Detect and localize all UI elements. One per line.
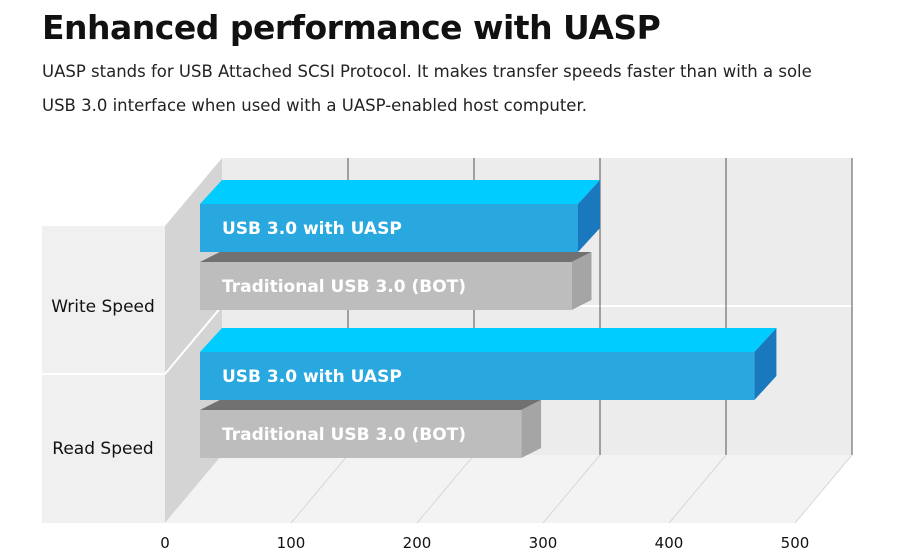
- x-tick-label: 100: [277, 534, 306, 552]
- gridline-floor: [290, 454, 349, 524]
- bar-label: USB 3.0 with UASP: [222, 219, 402, 239]
- x-tick-label: 500: [781, 534, 810, 552]
- x-tick-label: 400: [655, 534, 684, 552]
- bar-top: [200, 328, 777, 352]
- category-panel-read: [42, 374, 165, 523]
- x-tick-label: 300: [529, 534, 558, 552]
- subtitle-line-2: USB 3.0 interface when used with a UASP-…: [42, 96, 587, 115]
- bar-side: [571, 252, 592, 310]
- category-label: Write Speed: [51, 297, 155, 317]
- floor: [165, 455, 852, 523]
- bar-label: USB 3.0 with UASP: [222, 367, 402, 387]
- bar-top: [200, 180, 600, 204]
- chart-bars: Traditional USB 3.0 (BOT) USB 3.0 with UA…: [200, 180, 777, 458]
- x-axis-ticks: 0 100 200 300 400 500: [160, 534, 809, 552]
- subtitle-line-1: UASP stands for USB Attached SCSI Protoc…: [42, 62, 812, 81]
- x-tick-label: 0: [160, 534, 170, 552]
- bar-uasp: [200, 204, 578, 252]
- gridline-floor: [668, 454, 727, 524]
- bar-label: Traditional USB 3.0 (BOT): [222, 425, 466, 445]
- x-tick-label: 200: [403, 534, 432, 552]
- bar-top: [200, 400, 542, 410]
- gridline-floor: [416, 454, 475, 524]
- bar-side: [521, 400, 542, 458]
- bar-side: [578, 180, 600, 252]
- bar-top: [200, 252, 592, 262]
- bar-bot: [200, 262, 572, 310]
- category-labels: Write Speed Read Speed: [51, 297, 155, 459]
- bar-label: Traditional USB 3.0 (BOT): [222, 277, 466, 297]
- category-label: Read Speed: [52, 439, 153, 459]
- bar-uasp: [200, 352, 755, 400]
- bar-side: [754, 328, 777, 400]
- gridline-floor: [794, 454, 853, 524]
- category-panel-write: [42, 226, 165, 374]
- page-title: Enhanced performance with UASP: [42, 8, 661, 47]
- left-wall-divider: [164, 305, 223, 375]
- gridline-floor: [542, 454, 601, 524]
- bar-bot: [200, 410, 522, 458]
